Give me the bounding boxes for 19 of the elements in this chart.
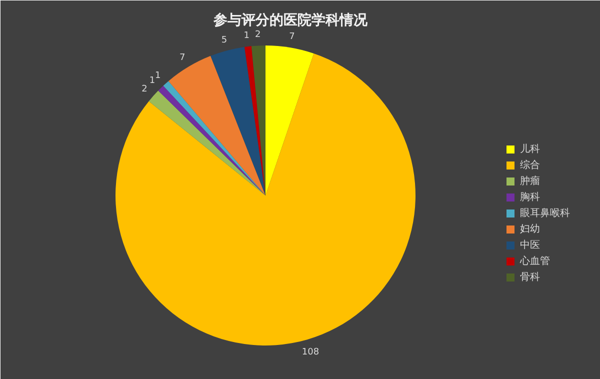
legend-label: 儿科 — [520, 142, 540, 156]
legend-label: 胸科 — [520, 190, 540, 204]
data-label: 108 — [302, 348, 320, 358]
data-label: 1 — [154, 70, 161, 81]
chart-title: 参与评分的医院学科情况 — [212, 12, 368, 28]
legend-label: 骨科 — [520, 270, 540, 284]
data-label: 1 — [244, 31, 250, 42]
data-label: 1 — [149, 76, 156, 86]
legend-label: 中医 — [520, 238, 540, 252]
data-label: 5 — [221, 35, 228, 46]
data-label: 2 — [255, 30, 261, 40]
legend-label: 眼耳鼻喉科 — [520, 206, 570, 220]
legend-label: 肿瘤 — [520, 174, 540, 188]
legend-label: 心血管 — [520, 254, 550, 268]
legend-label: 妇幼 — [520, 222, 540, 236]
data-label: 2 — [142, 84, 148, 94]
data-label: 7 — [179, 52, 186, 63]
legend-label: 综合 — [520, 158, 540, 172]
data-label: 7 — [289, 32, 295, 42]
